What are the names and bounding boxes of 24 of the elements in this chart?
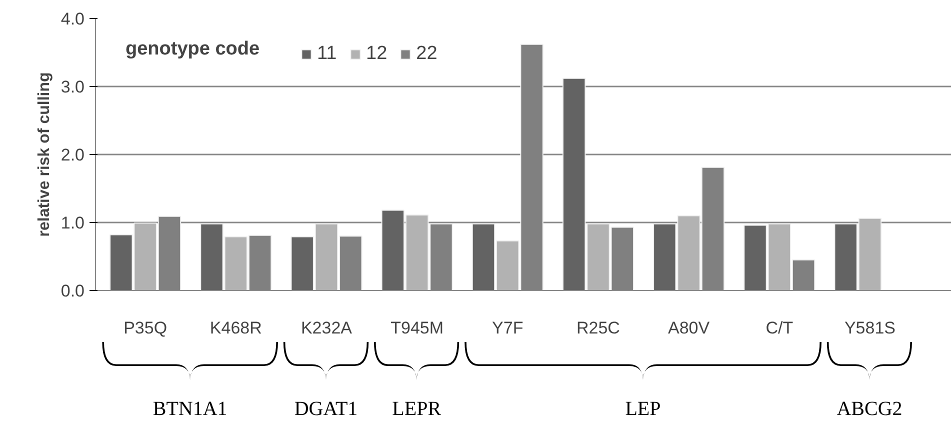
x-tick-label: C/T — [766, 318, 794, 338]
x-tick-label: R25C — [576, 318, 620, 338]
x-tick-label: Y7F — [492, 318, 524, 338]
legend-title: genotype code — [126, 38, 260, 60]
y-tick-label: 3.0 — [60, 78, 85, 96]
text: BTN1A1 — [152, 398, 228, 420]
y-axis-title: relative risk of culling — [36, 72, 53, 237]
x-tick-label: A80V — [668, 318, 710, 338]
x-tick-label: K468R — [210, 318, 262, 338]
legend-label: 22 — [416, 43, 438, 65]
x-tick-label: T945M — [390, 318, 444, 338]
text: ABCG2 — [836, 398, 902, 420]
x-tick-label: Y581S — [844, 318, 896, 338]
legend-label: 11 — [317, 43, 337, 65]
text: DGAT1 — [294, 398, 358, 420]
text: LEPR — [392, 398, 442, 420]
y-tick-label: 1.0 — [60, 214, 85, 232]
text: LEP — [625, 398, 661, 420]
legend-label: 12 — [366, 43, 388, 65]
y-tick-label: 0.0 — [60, 282, 85, 300]
x-tick-label: P35Q — [124, 318, 168, 338]
y-tick-label: 2.0 — [60, 146, 85, 164]
y-tick-label: 4.0 — [60, 10, 85, 28]
x-tick-label: K232A — [300, 318, 353, 338]
